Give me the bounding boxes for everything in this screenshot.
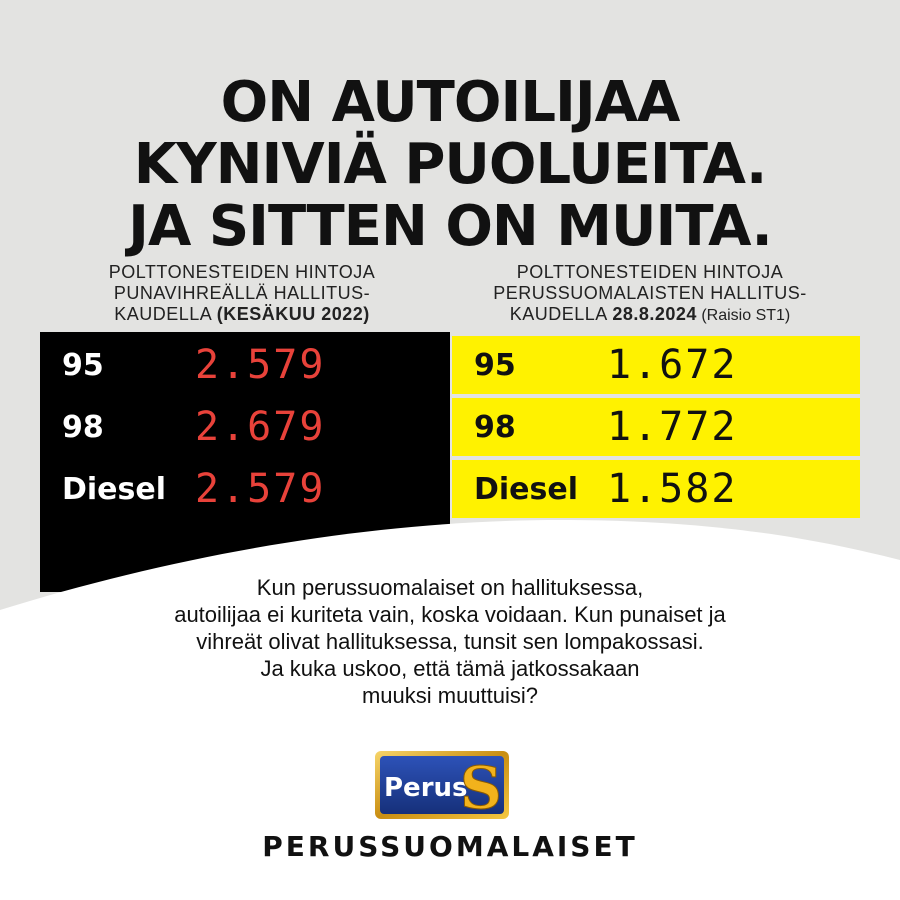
right-caption-date: 28.8.2024 bbox=[612, 304, 697, 324]
body-text: Kun perussuomalaiset on hallituksessa, a… bbox=[60, 574, 840, 709]
logo-text: Perus bbox=[384, 773, 468, 803]
fuel-grade-label: 95 bbox=[62, 347, 104, 383]
body-line-5: muuksi muuttuisi? bbox=[361, 683, 539, 708]
white-wave-background bbox=[0, 520, 900, 900]
perus-logo: Perus S bbox=[375, 751, 509, 820]
right-caption-line-3: KAUDELLA 28.8.2024 (Raisio ST1) bbox=[460, 304, 840, 326]
body-line-2: autoilijaa ei kuriteta vain, koska voida… bbox=[174, 602, 726, 627]
headline: ON AUTOILIJAA KYNIVIÄ PUOLUEITA. JA SITT… bbox=[0, 72, 900, 258]
fuel-price: 1.582 bbox=[607, 466, 738, 512]
body-line-3: vihreät olivat hallituksessa, tunsit sen… bbox=[196, 629, 704, 654]
left-caption-date: (KESÄKUU 2022) bbox=[216, 304, 370, 324]
fuel-grade-label: Diesel bbox=[474, 471, 579, 507]
headline-line-2: KYNIVIÄ PUOLUEITA. bbox=[133, 132, 768, 197]
right-price-row-diesel: Diesel 1.582 bbox=[452, 460, 860, 518]
body-line-1: Kun perussuomalaiset on hallituksessa, bbox=[256, 575, 644, 600]
fuel-grade-label: 98 bbox=[62, 409, 104, 445]
right-caption-prefix: KAUDELLA bbox=[509, 304, 613, 324]
right-column-caption: POLTTONESTEIDEN HINTOJA PERUSSUOMALAISTE… bbox=[460, 262, 840, 326]
left-caption-line-3: KAUDELLA (KESÄKUU 2022) bbox=[52, 304, 432, 325]
left-price-row-95: 95 2.579 bbox=[40, 336, 446, 394]
fuel-price: 2.679 bbox=[195, 404, 326, 450]
right-caption-line-1: POLTTONESTEIDEN HINTOJA bbox=[516, 262, 784, 282]
left-caption-line-1: POLTTONESTEIDEN HINTOJA bbox=[108, 262, 376, 282]
right-price-row-95: 95 1.672 bbox=[452, 336, 860, 394]
fuel-price: 1.672 bbox=[607, 342, 738, 388]
left-price-row-diesel: Diesel 2.579 bbox=[40, 460, 446, 518]
headline-line-1: ON AUTOILIJAA bbox=[220, 70, 681, 135]
right-caption-line-2: PERUSSUOMALAISTEN HALLITUS- bbox=[493, 283, 807, 303]
fuel-price: 2.579 bbox=[195, 466, 326, 512]
body-line-4: Ja kuka uskoo, että tämä jatkossakaan bbox=[260, 656, 640, 681]
fuel-grade-label: Diesel bbox=[62, 471, 167, 507]
left-price-row-98: 98 2.679 bbox=[40, 398, 446, 456]
fuel-grade-label: 95 bbox=[474, 347, 516, 383]
fuel-price: 2.579 bbox=[195, 342, 326, 388]
left-caption-prefix: KAUDELLA bbox=[114, 304, 217, 324]
brand-name: PERUSSUOMALAISET bbox=[262, 830, 638, 863]
right-caption-station: (Raisio ST1) bbox=[696, 307, 791, 324]
left-column-caption: POLTTONESTEIDEN HINTOJA PUNAVIHREÄLLÄ HA… bbox=[52, 262, 432, 325]
fuel-price: 1.772 bbox=[607, 404, 738, 450]
fuel-grade-label: 98 bbox=[474, 409, 516, 445]
right-price-row-98: 98 1.772 bbox=[452, 398, 860, 456]
headline-line-3: JA SITTEN ON MUITA. bbox=[128, 194, 773, 259]
logo-s-letter: S bbox=[460, 754, 502, 820]
left-caption-line-2: PUNAVIHREÄLLÄ HALLITUS- bbox=[113, 283, 371, 303]
